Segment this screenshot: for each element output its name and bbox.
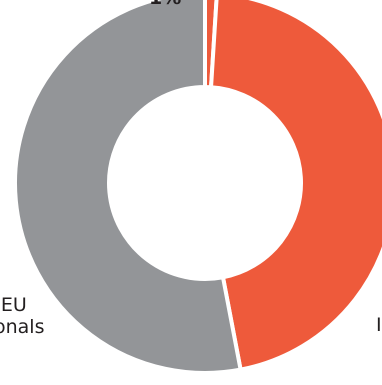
- slice-label-left-line2: onals: [0, 316, 45, 338]
- slice-label-left-line1: -EU: [0, 294, 27, 316]
- slice-label-top: 1%: [149, 0, 181, 9]
- donut-slice-2: [13, 0, 243, 375]
- donut-slice-1: [208, 0, 382, 372]
- slice-label-right: I: [376, 314, 382, 336]
- donut-slices: [13, 0, 382, 375]
- slice-label-left: -EU onals: [0, 294, 45, 338]
